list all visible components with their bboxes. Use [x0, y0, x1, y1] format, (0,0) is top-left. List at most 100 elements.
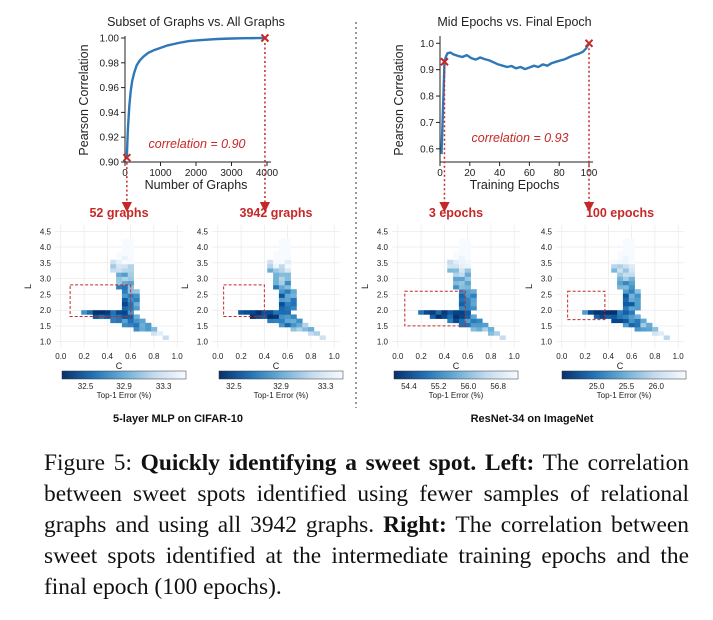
heatmap-cell: [121, 255, 129, 261]
heatmap-cell: [162, 335, 169, 340]
y-tick-label: 2.0: [541, 306, 553, 315]
heatmap-cell: [139, 318, 146, 324]
heatmap-cell: [284, 306, 291, 311]
heatmap-cell: [458, 255, 466, 261]
y-tick-label: 0.7: [420, 118, 434, 129]
heatmap-cell: [238, 310, 245, 315]
figure-caption: Figure 5: Quickly identifying a sweet sp…: [44, 448, 689, 603]
heatmap-cell: [593, 310, 601, 315]
heatmap-cell: [646, 322, 653, 328]
heatmap-cell: [116, 318, 123, 324]
y-tick-label: 3.0: [40, 275, 52, 284]
heatmap-cell: [453, 284, 460, 290]
heatmap-cell: [458, 284, 466, 290]
heatmap-cell: [628, 255, 635, 261]
heatmap-cell: [313, 331, 321, 336]
heatmap-cell: [640, 327, 647, 332]
heatmap-cell: [273, 314, 280, 319]
heatmap-cell: [278, 280, 286, 286]
y-tick-label: 1.5: [541, 322, 553, 331]
heatmap-cell: [640, 322, 647, 328]
heatmap-cell: [453, 259, 460, 265]
y-axis-label: Pearson Correlation: [392, 44, 406, 155]
heatmap-cell: [628, 238, 635, 244]
y-tick-label: 3.5: [40, 259, 52, 268]
heatmap-cell: [611, 310, 618, 315]
heatmap-cell: [622, 276, 630, 282]
heatmap-cell: [441, 310, 448, 315]
heatmap-cell: [278, 263, 286, 269]
colorbar-tick-label: 33.3: [156, 382, 172, 391]
heatmap-cell: [296, 327, 303, 332]
heatmap-cell: [290, 306, 297, 311]
heatmap-cell: [628, 301, 635, 307]
heatmap-cell: [447, 268, 454, 273]
correlation-annotation: correlation = 0.90: [149, 137, 246, 151]
chart-title: Subset of Graphs vs. All Graphs: [107, 15, 285, 29]
heatmap-cell: [116, 310, 123, 315]
heatmap-cell: [464, 259, 471, 265]
heatmap-cell: [249, 310, 257, 315]
y-tick-label: 4.0: [40, 243, 52, 252]
heatmap-cell: [273, 255, 280, 261]
heatmap-cell: [464, 272, 471, 277]
heatmap-cell: [470, 293, 477, 298]
x-marker: [440, 57, 449, 66]
heatmap-cell: [121, 238, 129, 244]
heatmap-cell: [278, 276, 286, 282]
colorbar-tick-label: 32.5: [226, 382, 242, 391]
x-tick-label: 0.6: [125, 352, 137, 361]
heatmap-cell: [127, 268, 134, 273]
heatmap-cell: [121, 263, 129, 269]
heatmap-cell: [464, 310, 471, 315]
colorbar-tick-label: 56.8: [490, 382, 506, 391]
y-tick-label: 0.96: [100, 83, 120, 94]
heatmap-cell: [133, 327, 140, 332]
heatmap-cell: [458, 251, 466, 256]
heatmap-cell: [628, 318, 635, 324]
heatmap-cell: [255, 310, 262, 315]
x-axis-label: C: [453, 361, 460, 371]
x-tick-label: 0.4: [603, 352, 615, 361]
heatmap-cell: [622, 255, 630, 261]
y-tick-label: 0.6: [420, 144, 434, 155]
heatmap-cell: [458, 310, 466, 315]
heatmap-cell: [319, 335, 326, 340]
heatmap-cell: [278, 301, 286, 307]
heatmap-cell: [278, 306, 286, 311]
heatmap-cell: [133, 297, 140, 303]
heatmap-cell: [622, 280, 630, 286]
heatmap-cell: [121, 310, 129, 315]
heatmap-cell: [110, 263, 117, 269]
y-tick-label: 1.5: [40, 322, 52, 331]
heatmap-cell: [464, 263, 471, 269]
heatmap-cell: [611, 318, 618, 324]
heatmap-cell: [617, 318, 624, 324]
series-line: [125, 36, 265, 158]
colorbar: [218, 370, 344, 380]
x-tick-label: 4000: [256, 168, 279, 179]
heatmap-cell: [121, 289, 129, 294]
y-tick-label: 3.0: [541, 275, 553, 284]
colorbar-tick-label: 25.5: [619, 382, 635, 391]
heatmap-cell: [81, 310, 88, 315]
heatmap-cell: [284, 310, 291, 315]
heatmap-cell: [284, 314, 291, 319]
heatmap-cell: [418, 310, 425, 315]
heatmap-cell: [278, 322, 286, 328]
heatmap-cell: [278, 318, 286, 324]
y-tick-label: 2.0: [40, 306, 52, 315]
heatmap-cell: [290, 301, 297, 307]
heatmap-cell: [273, 259, 280, 265]
heatmap-cell: [453, 280, 460, 286]
heatmap-cell: [127, 276, 134, 282]
group-label-mlp: 5-layer MLP on CIFAR-10: [113, 413, 243, 425]
heatmap-100-epochs: 100 epochs 1.0 1.5 2.0 2.5 3.0 3.5 4.0 4.5 0.0 0.2…: [524, 206, 687, 400]
heatmap-cell: [284, 293, 291, 298]
colorbar-label: Top-1 Error (%): [254, 391, 309, 400]
heatmap-cell: [499, 335, 506, 340]
y-tick-label: 4.0: [541, 243, 553, 252]
colorbar-label: Top-1 Error (%): [97, 391, 152, 400]
heatmap-cell: [116, 276, 123, 282]
heatmap-cell: [145, 322, 152, 328]
